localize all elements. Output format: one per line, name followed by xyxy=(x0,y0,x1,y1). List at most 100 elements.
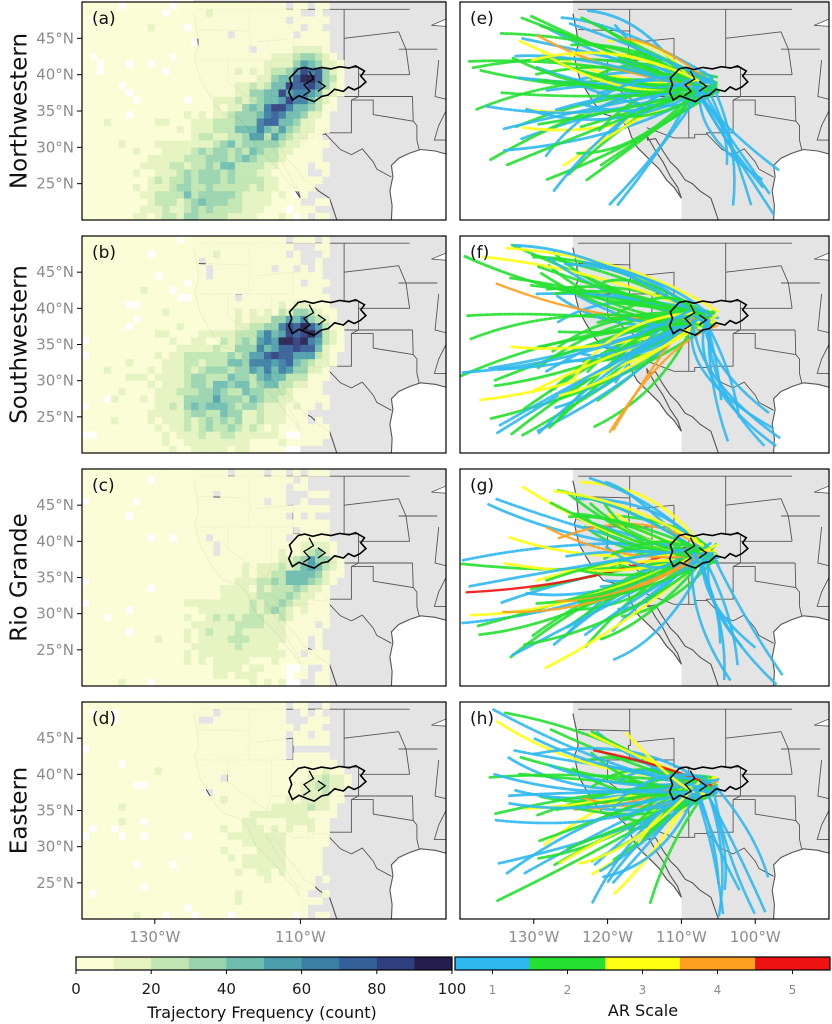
frequency-cell xyxy=(96,890,105,898)
frequency-cell xyxy=(162,613,170,622)
panel-label: (b) xyxy=(92,243,116,263)
frequency-cell xyxy=(191,264,199,273)
frequency-cell xyxy=(198,45,207,54)
frequency-cell xyxy=(198,767,207,775)
frequency-cell xyxy=(96,584,105,593)
frequency-cell xyxy=(169,416,177,425)
frequency-cell xyxy=(198,657,207,665)
frequency-cell xyxy=(293,161,301,170)
lat-tick-label: 40°N xyxy=(36,765,74,783)
frequency-cell xyxy=(96,243,105,251)
frequency-cell xyxy=(256,140,265,148)
frequency-cell xyxy=(264,628,272,636)
frequency-cell xyxy=(322,577,330,585)
frequency-cell xyxy=(96,373,105,381)
frequency-cell xyxy=(133,476,141,484)
frequency-cell xyxy=(118,846,126,855)
frequency-cell xyxy=(154,161,163,170)
frequency-cell xyxy=(96,796,105,804)
frequency-cell xyxy=(111,767,119,775)
frequency-cell xyxy=(82,702,90,710)
frequency-cell xyxy=(133,505,141,513)
frequency-cell xyxy=(198,387,207,396)
frequency-cell xyxy=(96,548,105,557)
frequency-cell xyxy=(242,628,250,636)
frequency-cell xyxy=(89,752,97,761)
basin-divide xyxy=(684,537,696,563)
frequency-cell xyxy=(213,796,221,804)
frequency-cell xyxy=(125,161,134,170)
frequency-cell xyxy=(322,250,330,258)
frequency-cell xyxy=(234,103,243,112)
frequency-cell xyxy=(205,702,214,710)
frequency-cell xyxy=(242,519,250,528)
frequency-cell xyxy=(234,198,243,206)
frequency-cell xyxy=(147,716,156,724)
frequency-cell xyxy=(198,606,207,614)
frequency-cell xyxy=(125,642,134,651)
frequency-cell xyxy=(249,832,257,840)
frequency-cell xyxy=(264,853,272,862)
frequency-cell xyxy=(103,257,112,266)
frequency-cell xyxy=(278,723,287,732)
frequency-cell xyxy=(322,730,330,739)
basin-outline xyxy=(287,764,368,802)
frequency-cell xyxy=(329,52,338,61)
frequency-cell xyxy=(140,111,148,119)
frequency-cell xyxy=(125,817,134,826)
frequency-cell xyxy=(154,657,163,665)
frequency-cell xyxy=(249,409,257,418)
frequency-cell xyxy=(234,315,243,324)
frequency-cell xyxy=(154,469,163,477)
frequency-cell xyxy=(176,548,185,557)
frequency-cell xyxy=(169,359,177,367)
colorbar-segment xyxy=(755,957,831,970)
frequency-cell xyxy=(293,9,301,17)
frequency-cell xyxy=(205,875,214,884)
frequency-cell xyxy=(140,505,148,513)
frequency-cell xyxy=(315,657,323,665)
frequency-cell xyxy=(271,548,279,557)
frequency-cell xyxy=(125,38,134,46)
frequency-cell xyxy=(103,664,112,672)
frequency-cell xyxy=(300,606,308,614)
frequency-cell xyxy=(140,861,148,869)
frequency-cell xyxy=(118,212,126,220)
frequency-cell xyxy=(242,344,250,352)
frequency-cell xyxy=(256,519,265,528)
frequency-cell xyxy=(322,74,330,83)
frequency-cell xyxy=(162,205,170,214)
frequency-cell xyxy=(147,67,156,75)
frequency-cell xyxy=(213,577,221,585)
frequency-cell xyxy=(242,31,250,39)
frequency-cell xyxy=(271,161,279,170)
frequency-cell xyxy=(220,788,228,797)
frequency-cell xyxy=(264,140,272,148)
frequency-cell xyxy=(322,796,330,804)
frequency-cell xyxy=(162,169,170,177)
frequency-cell xyxy=(154,642,163,651)
frequency-cell xyxy=(147,563,156,571)
frequency-cell xyxy=(176,301,185,309)
frequency-cell xyxy=(118,774,126,782)
frequency-cell xyxy=(176,519,185,528)
frequency-cell xyxy=(183,671,192,679)
trajectory xyxy=(617,773,705,802)
frequency-cell xyxy=(162,183,170,192)
frequency-cell xyxy=(307,897,316,905)
frequency-cell xyxy=(293,505,301,513)
frequency-cell xyxy=(96,416,105,425)
frequency-cell xyxy=(234,52,243,61)
frequency-cell xyxy=(103,839,112,847)
frequency-cell xyxy=(140,103,148,112)
frequency-cell xyxy=(82,89,90,97)
frequency-cell xyxy=(82,861,90,869)
frequency-cell xyxy=(154,45,163,54)
frequency-cell xyxy=(169,387,177,396)
frequency-cell xyxy=(118,738,126,746)
frequency-cell xyxy=(140,402,148,410)
frequency-cell xyxy=(242,147,250,155)
frequency-cell xyxy=(133,81,141,90)
frequency-cell xyxy=(118,897,126,905)
frequency-cell xyxy=(293,52,301,61)
